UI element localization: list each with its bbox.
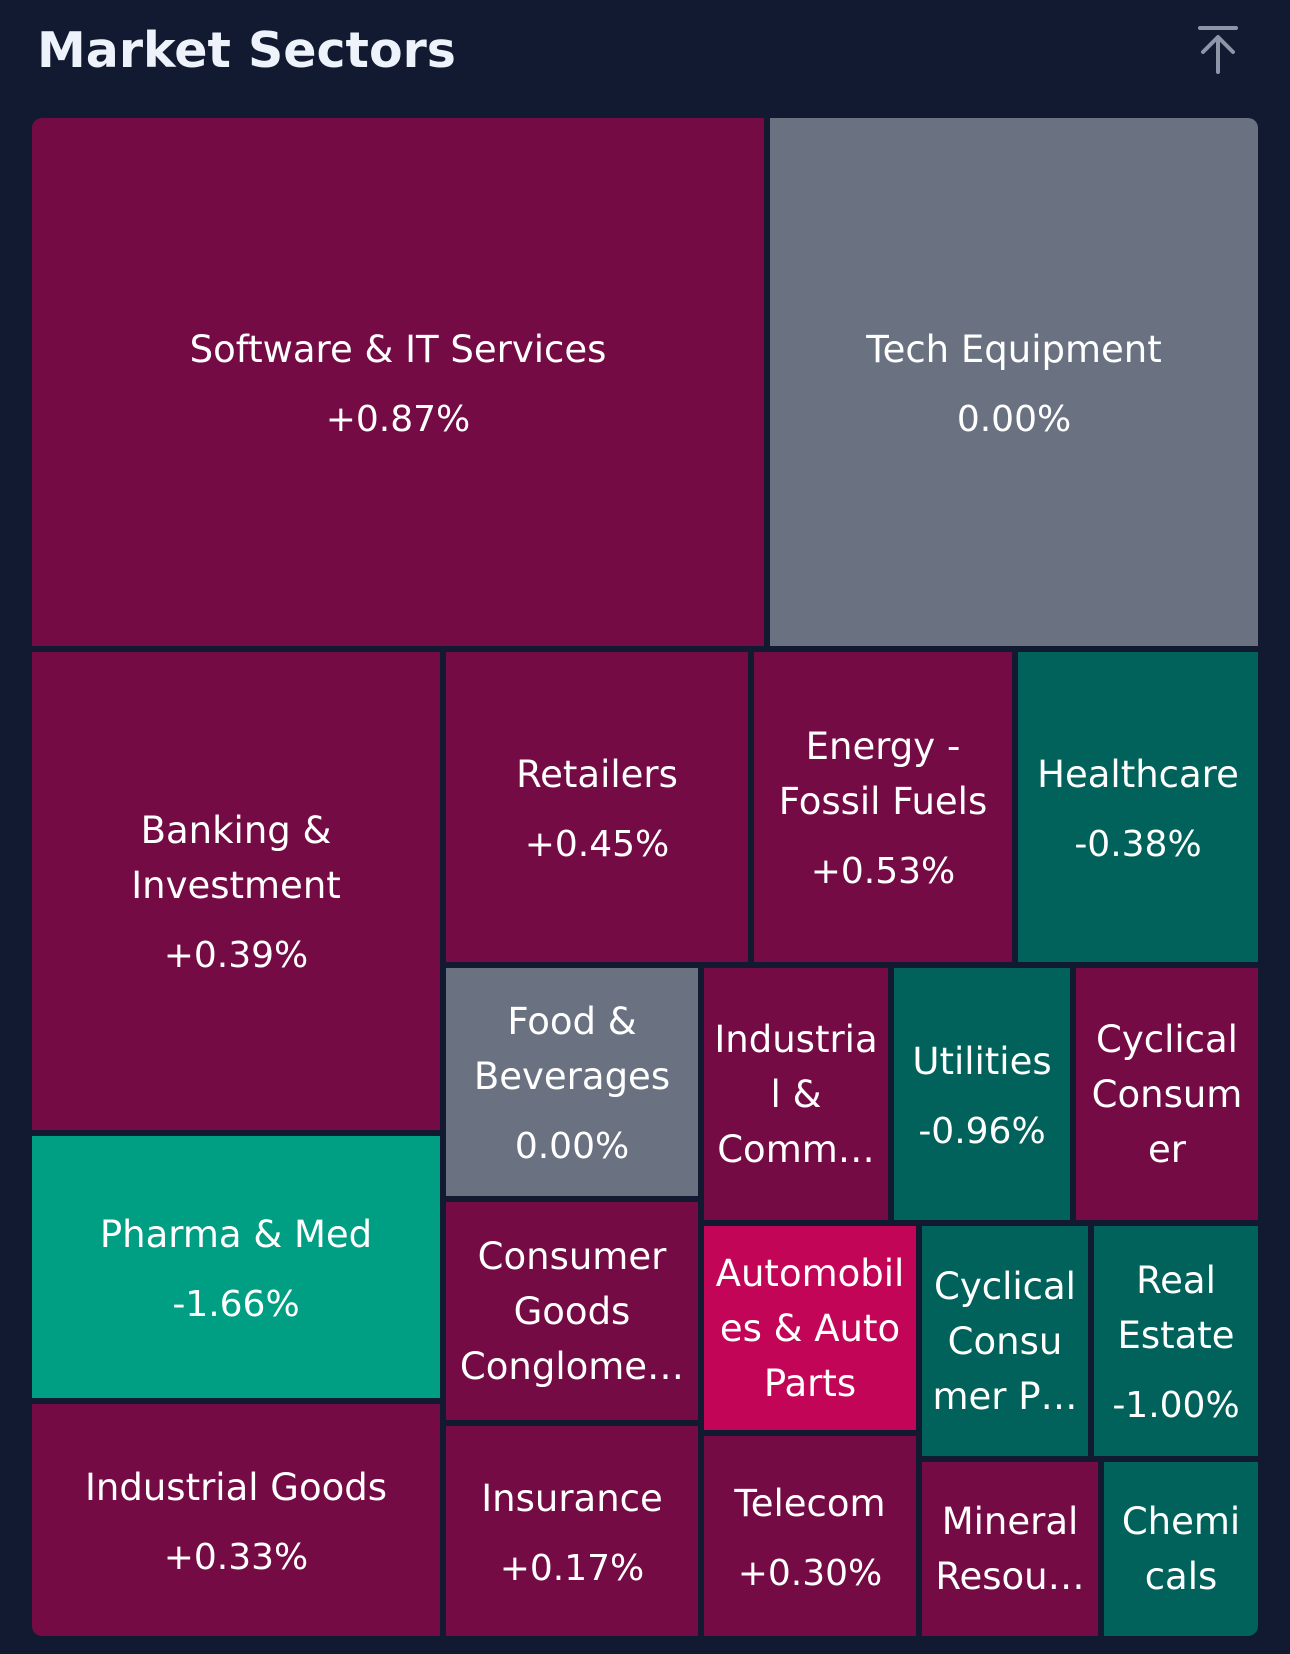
page-title: Market Sectors [37,22,456,79]
tile-name: Cyclical Consu mer P… [932,1264,1078,1418]
tile-food-and-beverages[interactable]: Food & Beverages 0.00% [446,968,698,1196]
tile-change: 0.00% [514,1126,630,1167]
tile-name: Utilities [912,1039,1052,1083]
tile-name: Industrial Goods [85,1465,387,1509]
tile-chemicals[interactable]: Chemi cals [1104,1462,1258,1636]
tile-banking-and-investment[interactable]: Banking & Investment +0.39% [32,652,440,1130]
tile-retailers[interactable]: Retailers +0.45% [446,652,748,962]
tile-insurance[interactable]: Insurance +0.17% [446,1426,698,1636]
tile-change: -0.96% [918,1110,1046,1152]
scroll-to-top-button[interactable] [1194,24,1242,76]
tile-industrial-and-commercial[interactable]: Industria l & Comm… [704,968,888,1220]
tile-energy-fossil-fuels[interactable]: Energy - Fossil Fuels +0.53% [754,652,1012,962]
tile-pharma-and-med[interactable]: Pharma & Med -1.66% [32,1136,440,1398]
tile-cyclical-consumer[interactable]: Cyclical Consum er [1076,968,1258,1220]
tile-name: Energy - Fossil Fuels [778,725,988,823]
tile-change: +0.45% [524,823,670,865]
tile-change: +0.17% [499,1547,645,1589]
sector-treemap: Software & IT Services +0.87% Tech Equipme… [32,118,1258,1636]
tile-software-and-it-services[interactable]: Software & IT Services +0.87% [32,118,764,646]
tile-name: Telecom [734,1481,886,1525]
tile-change: -1.00% [1112,1385,1240,1426]
tile-industrial-goods[interactable]: Industrial Goods +0.33% [32,1404,440,1636]
tile-mineral-resources[interactable]: Mineral Resou… [922,1462,1098,1636]
tile-real-estate[interactable]: Real Estate -1.00% [1094,1226,1258,1456]
tile-name: Insurance [481,1476,663,1520]
tile-name: Cyclical Consum er [1091,1017,1243,1171]
tile-name: Chemi cals [1121,1500,1241,1598]
tile-change: -1.66% [172,1283,300,1325]
tile-cyclical-consumer-p[interactable]: Cyclical Consu mer P… [922,1226,1088,1456]
arrow-up-to-line-icon [1198,26,1238,74]
tile-name: Food & Beverages [473,1000,671,1098]
tile-utilities[interactable]: Utilities -0.96% [894,968,1070,1220]
tile-name: Pharma & Med [99,1212,373,1256]
tile-consumer-goods-conglomerates[interactable]: Consumer Goods Conglome… [446,1202,698,1420]
tile-name: Consumer Goods Conglome… [459,1234,685,1388]
tile-healthcare[interactable]: Healthcare -0.38% [1018,652,1258,962]
tile-name: Tech Equipment [866,327,1162,371]
tile-name: Mineral Resou… [935,1500,1085,1598]
tile-name: Automobil es & Auto Parts [715,1251,905,1405]
tile-change: +0.53% [810,851,956,892]
tile-telecom[interactable]: Telecom +0.30% [704,1436,916,1636]
tile-change: +0.30% [737,1552,883,1594]
tile-name: Industria l & Comm… [714,1017,878,1171]
tile-name: Retailers [516,752,678,796]
tile-name: Healthcare [1037,752,1239,796]
tile-change: +0.33% [163,1536,309,1578]
tile-name: Software & IT Services [189,327,607,371]
tile-tech-equipment[interactable]: Tech Equipment 0.00% [770,118,1258,646]
tile-automobiles-and-auto-parts[interactable]: Automobil es & Auto Parts [704,1226,916,1430]
tile-change: -0.38% [1074,823,1202,865]
tile-change: 0.00% [956,398,1072,440]
tile-name: Real Estate [1117,1259,1235,1357]
tile-name: Banking & Investment [131,809,341,907]
tile-change: +0.39% [163,935,309,976]
tile-change: +0.87% [325,398,471,440]
